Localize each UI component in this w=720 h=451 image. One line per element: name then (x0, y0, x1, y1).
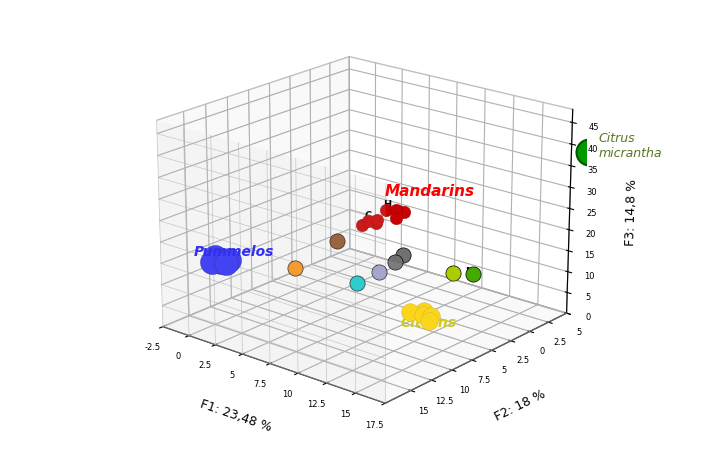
Y-axis label: F2: 18 %: F2: 18 % (492, 387, 547, 423)
X-axis label: F1: 23,48 %: F1: 23,48 % (198, 396, 274, 433)
